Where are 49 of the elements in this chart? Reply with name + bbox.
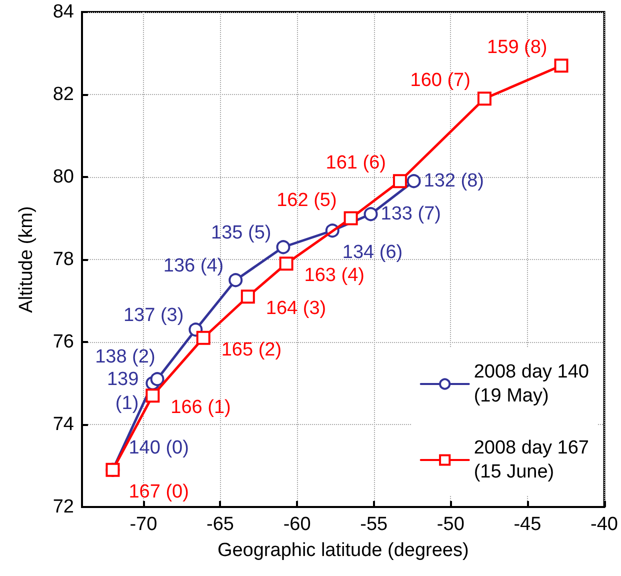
annotation: 136 (4) [163,256,224,277]
y-tick-label: 82 [52,84,74,105]
annotation: 134 (6) [342,242,403,264]
y-tick-label: 78 [52,249,74,270]
x-tick-label: -70 [130,514,158,535]
point [554,58,568,73]
x-axis-title: Geographic latitude (degrees) [217,540,469,561]
x-tick-label: -50 [436,514,464,535]
point [406,174,421,188]
point [392,174,407,188]
point [344,211,358,226]
annotation: 135 (5) [211,222,272,244]
point [477,92,492,106]
x-tick-label: -45 [514,514,542,535]
annotation: 167 (0) [128,481,189,502]
annotation: 159 (8) [487,37,548,58]
annotation: 137 (3) [123,305,184,326]
annotation: 166 (1) [170,397,231,418]
point [146,388,160,403]
x-tick-label: -60 [283,514,311,535]
annotation: 162 (5) [276,190,337,211]
annotation: 165 (2) [221,339,282,360]
x-tick-label: -55 [360,514,388,535]
legend-label: 2008 day 140 (19 May) [474,362,590,406]
annotation: 164 (3) [266,298,326,320]
x-tick-label: -65 [206,514,234,535]
point [279,256,294,271]
x-tick-label: -40 [590,514,618,535]
annotation: 132 (8) [424,170,484,192]
annotation: 138 (2) [95,346,156,368]
point [276,240,290,254]
y-tick-label: 84 [52,2,74,22]
point [364,207,378,222]
point [196,330,210,345]
annotation: 133 (7) [380,204,441,225]
y-axis-title: Altitude (km) [16,206,37,313]
annotation: 163 (4) [304,265,365,286]
y-tick-label: 72 [52,496,74,518]
y-tick-label: 80 [52,166,74,188]
point [228,273,243,288]
point [150,372,164,386]
y-tick-label: 74 [52,414,74,435]
annotation: 139 (1) [106,368,139,414]
annotation: 140 (0) [128,437,189,458]
annotation: 161 (6) [326,152,386,174]
point [240,290,255,304]
annotation: 160 (7) [410,70,470,92]
y-tick-label: 76 [52,332,74,352]
legend-label: 2008 day 167 (15 June) [474,438,590,482]
